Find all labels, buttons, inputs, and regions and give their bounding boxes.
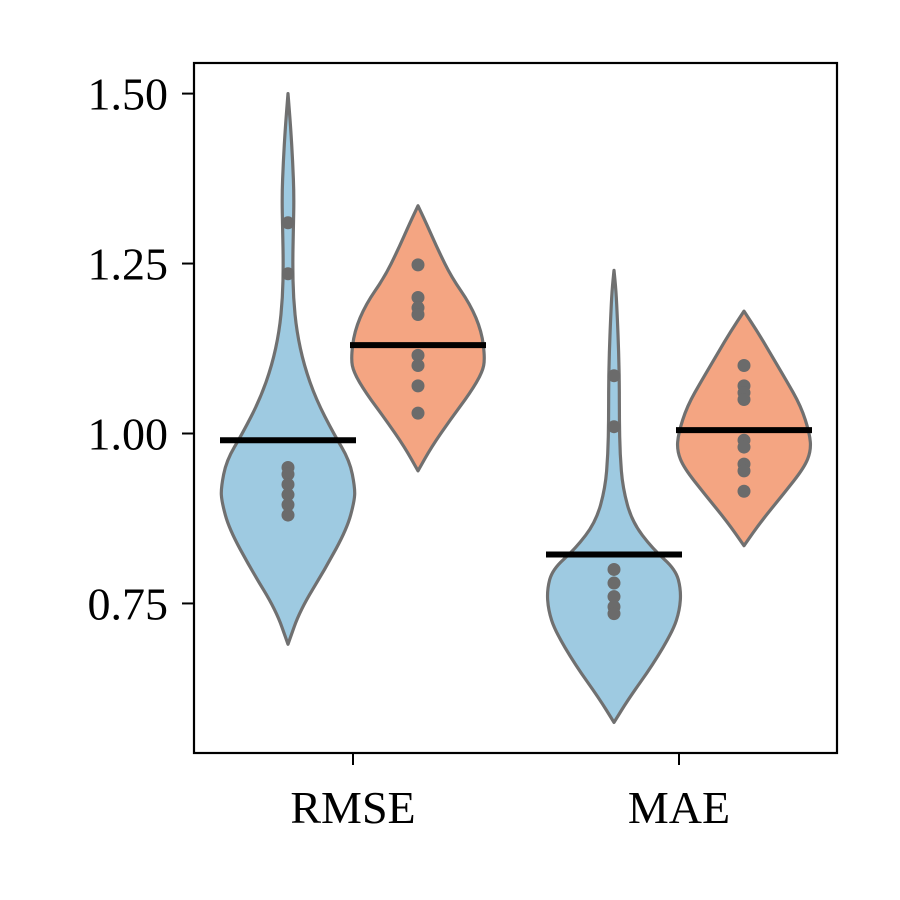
point-mae-s1-7 (607, 607, 621, 621)
point-rmse-s1-5 (281, 477, 295, 491)
x-axis: RMSE MAE (290, 753, 730, 833)
point-mae-s1-5 (607, 590, 621, 604)
plot-frame (192, 61, 839, 755)
point-mae-s1-4 (607, 576, 621, 590)
violin-mae-s1 (545, 268, 683, 725)
point-rmse-s2-7 (411, 379, 425, 393)
point-rmse-s2-4 (411, 308, 425, 322)
y-tick-label-4: 1.50 (88, 69, 169, 120)
y-tick-label-3: 1.25 (88, 239, 169, 290)
point-mae-s1-3 (607, 562, 621, 576)
y-axis: 0.75 1.00 1.25 1.50 (88, 69, 194, 629)
x-tick-label-rmse: RMSE (290, 782, 415, 833)
y-tick-label-1: 0.75 (88, 578, 169, 629)
point-mae-s2-6 (737, 440, 751, 454)
point-rmse-s2-6 (411, 359, 425, 373)
point-rmse-s1-7 (281, 498, 295, 512)
point-rmse-s2-8 (411, 406, 425, 420)
x-tick-label-mae: MAE (628, 782, 730, 833)
point-mae-s2-8 (737, 464, 751, 478)
point-rmse-s2-1 (411, 258, 425, 272)
violins-layer (219, 91, 813, 725)
point-mae-s1-2 (607, 420, 621, 434)
point-mae-s2-1 (737, 359, 751, 373)
point-rmse-s1-6 (281, 488, 295, 502)
point-rmse-s2-5 (411, 348, 425, 362)
point-rmse-s1-1 (281, 216, 295, 230)
y-tick-label-2: 1.00 (88, 408, 169, 459)
violin-rmse-s2 (350, 204, 486, 473)
means-layer (220, 342, 812, 558)
point-rmse-s2-2 (411, 291, 425, 305)
point-mae-s1-1 (607, 369, 621, 383)
point-rmse-s1-2 (281, 267, 295, 281)
point-rmse-s1-4 (281, 467, 295, 481)
point-rmse-s1-8 (281, 508, 295, 522)
point-mae-s2-9 (737, 484, 751, 498)
points-layer (281, 216, 751, 621)
point-mae-s2-4 (737, 393, 751, 407)
violin-rmse-s1 (219, 91, 357, 646)
